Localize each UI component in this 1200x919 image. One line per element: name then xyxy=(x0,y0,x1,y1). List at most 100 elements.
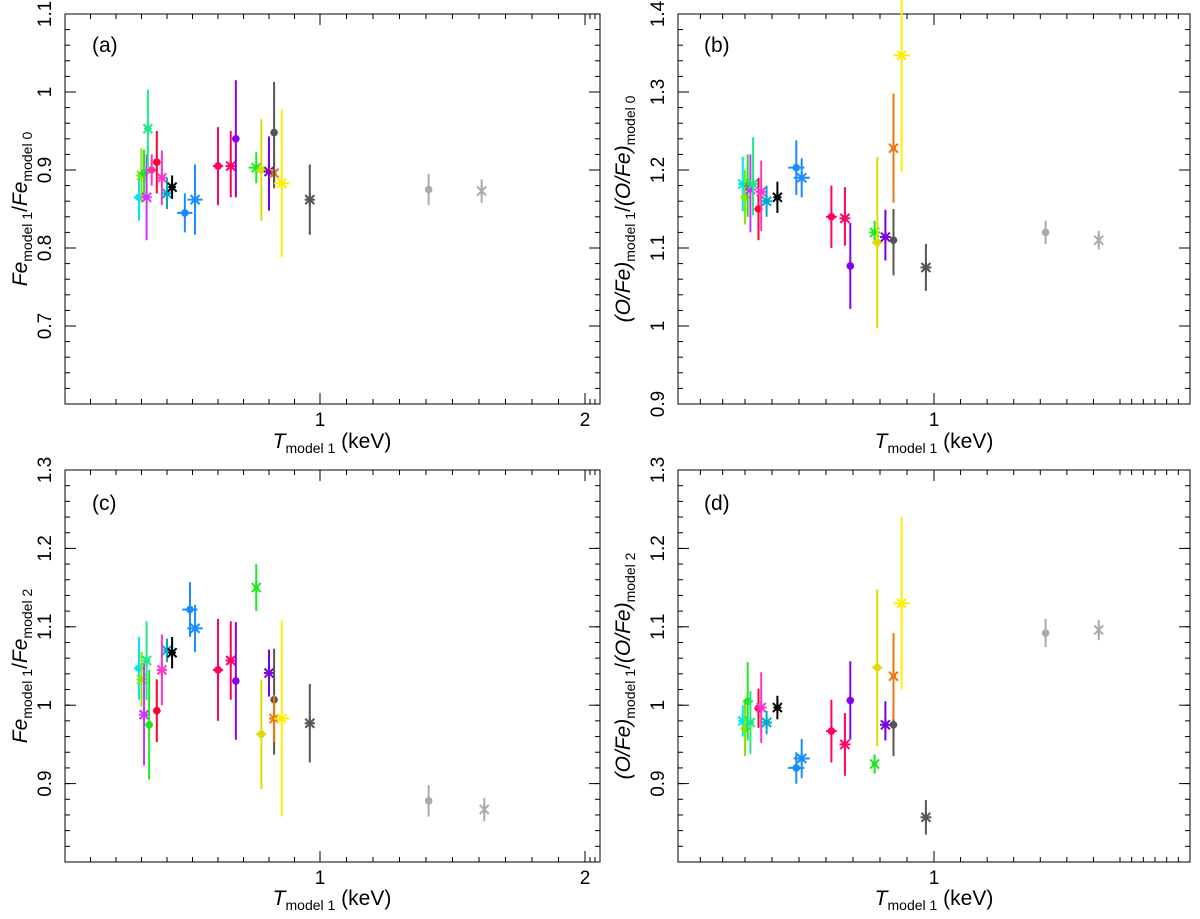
data-point-star xyxy=(880,209,891,261)
data-point-star xyxy=(839,713,851,776)
dot-marker xyxy=(214,666,222,674)
dot-marker xyxy=(792,764,801,772)
data-point-star xyxy=(893,0,910,173)
data-point-star xyxy=(772,695,783,720)
x-tick-label: 1 xyxy=(929,868,940,889)
data-point-dot xyxy=(424,173,433,206)
data-point-star xyxy=(138,663,150,766)
axis-ticks: 0.7 0.8 0.9 1 1.1 1 2 xyxy=(35,1,600,431)
star-marker xyxy=(896,597,907,609)
data-point-star xyxy=(161,177,173,209)
x-tick-label: 2 xyxy=(580,868,591,889)
panel-c: 0.9 1 1.1 1.2 1.3 1 2 (c) Tmodel 1 (keV) Femod… xyxy=(9,457,601,913)
star-marker xyxy=(304,717,316,729)
data-point-dot xyxy=(212,618,224,721)
panel-a: 0.7 0.8 0.9 1 1.1 1 2 (a) Tmodel 1 (keV) Femod… xyxy=(9,1,601,456)
data-point-star xyxy=(248,152,264,184)
x-axis-title: Tmodel 1 (keV) xyxy=(273,430,392,456)
data-point-star xyxy=(888,633,899,720)
star-marker xyxy=(251,582,262,594)
panel-b: 0.9 1 1.1 1.2 1.3 1.4 1 (b) Tmodel 1 (keV) (O/… xyxy=(612,0,1191,456)
y-axis-title: Femodel 1/Femodel 2 xyxy=(9,589,35,744)
axis-ticks: 0.9 1 1.1 1.2 1.3 1.4 1 xyxy=(648,0,1190,431)
data-point-star xyxy=(141,154,152,241)
star-marker xyxy=(156,172,168,184)
data-points xyxy=(737,0,1104,329)
plot-frame xyxy=(677,469,1191,863)
y-tick-label: 1.4 xyxy=(648,0,669,27)
star-marker xyxy=(276,177,287,189)
x-axis-title: Tmodel 1 (keV) xyxy=(875,887,994,913)
data-point-star xyxy=(166,175,178,199)
data-point-star xyxy=(869,754,880,774)
dot-marker xyxy=(181,209,189,217)
y-tick-label: 0.9 xyxy=(648,770,669,796)
data-point-star xyxy=(745,154,756,233)
star-marker xyxy=(888,670,899,682)
data-point-dot xyxy=(270,81,278,188)
star-marker xyxy=(920,262,932,273)
data-point-dot xyxy=(133,636,145,700)
star-marker xyxy=(276,713,287,725)
data-point-dot xyxy=(788,752,805,784)
axis-ticks: 0.9 1 1.1 1.2 1.3 1 2 xyxy=(35,457,600,889)
star-marker xyxy=(304,194,316,206)
x-tick-label: 2 xyxy=(580,410,591,431)
panel-label: (b) xyxy=(704,34,730,57)
star-marker xyxy=(839,212,851,224)
star-marker xyxy=(755,186,767,198)
data-point-star xyxy=(920,244,932,291)
data-point-star xyxy=(880,701,891,741)
star-marker xyxy=(189,622,201,634)
data-point-star xyxy=(166,636,178,669)
y-tick-label: 0.7 xyxy=(35,313,56,339)
x-axis-title: Tmodel 1 (keV) xyxy=(273,887,392,913)
star-marker xyxy=(189,194,201,206)
star-marker xyxy=(896,49,907,61)
y-axis-title: Femodel 1/Femodel 0 xyxy=(9,132,35,287)
y-tick-label: 1.3 xyxy=(648,79,669,105)
dot-marker xyxy=(153,706,161,715)
star-marker xyxy=(880,719,891,731)
star-marker xyxy=(888,142,899,154)
dot-marker xyxy=(1041,228,1050,237)
star-marker xyxy=(1093,624,1104,636)
data-point-star xyxy=(156,150,168,206)
y-tick-label: 1.1 xyxy=(648,614,669,640)
dot-marker xyxy=(257,166,266,174)
data-point-star xyxy=(225,131,236,198)
data-point-star xyxy=(839,187,851,246)
dot-marker xyxy=(792,163,801,172)
data-point-star xyxy=(747,137,759,216)
panel-d: 0.9 1 1.1 1.2 1.3 1 (d) Tmodel 1 (keV) (O/Fe)… xyxy=(612,457,1191,913)
star-marker xyxy=(869,758,880,770)
dot-marker xyxy=(424,185,433,194)
dot-marker xyxy=(873,238,882,247)
x-tick-label: 1 xyxy=(315,868,326,889)
y-tick-label: 1.1 xyxy=(648,235,669,261)
data-point-dot xyxy=(1041,618,1050,648)
dot-marker xyxy=(214,162,222,170)
data-point-dot xyxy=(846,223,855,309)
dot-marker xyxy=(270,128,278,137)
data-point-star xyxy=(274,109,290,258)
data-point-star xyxy=(755,672,767,743)
y-tick-label: 0.8 xyxy=(35,235,56,261)
plot-frame xyxy=(64,469,601,863)
y-tick-label: 1.1 xyxy=(35,614,56,640)
y-tick-label: 1 xyxy=(648,700,669,711)
data-point-dot xyxy=(152,131,161,194)
panel-label: (a) xyxy=(92,34,118,57)
dot-marker xyxy=(232,135,240,143)
data-point-dot xyxy=(871,156,883,329)
data-points xyxy=(133,80,487,258)
star-marker xyxy=(839,738,851,750)
dot-marker xyxy=(257,730,266,739)
star-marker xyxy=(263,667,275,679)
data-point-star xyxy=(263,649,275,697)
dot-marker xyxy=(889,721,898,729)
data-point-star xyxy=(251,564,262,612)
data-point-star xyxy=(761,710,772,735)
data-point-star xyxy=(920,800,932,835)
dot-marker xyxy=(424,797,433,805)
